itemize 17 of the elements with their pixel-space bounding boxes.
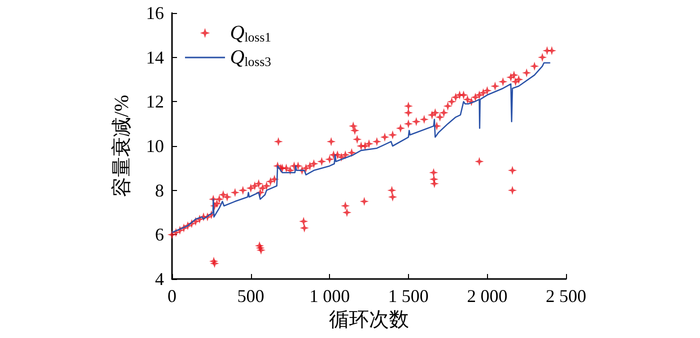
x-axis-title: 循环次数 [329, 308, 409, 331]
y-tick-label: 10 [146, 136, 164, 156]
legend-label: Qloss3 [230, 46, 272, 69]
x-tick-label: 0 [168, 286, 176, 306]
y-tick-label: 4 [155, 269, 164, 289]
legend-label: Qloss1 [230, 22, 272, 44]
y-axis-title: 容量衰减/% [111, 94, 133, 198]
y-tick-label: 14 [146, 47, 164, 68]
x-tick-label: 500 [237, 286, 264, 306]
y-tick-label: 16 [146, 3, 164, 23]
y-tick-label: 6 [155, 224, 164, 245]
x-tick-label: 1 000 [309, 286, 350, 306]
y-tick-label: 12 [146, 92, 164, 112]
x-tick-label: 1 500 [388, 286, 429, 306]
x-tick-label: 2 500 [546, 286, 586, 306]
x-tick-label: 2 000 [466, 286, 508, 306]
y-tick-label: 8 [155, 180, 164, 200]
